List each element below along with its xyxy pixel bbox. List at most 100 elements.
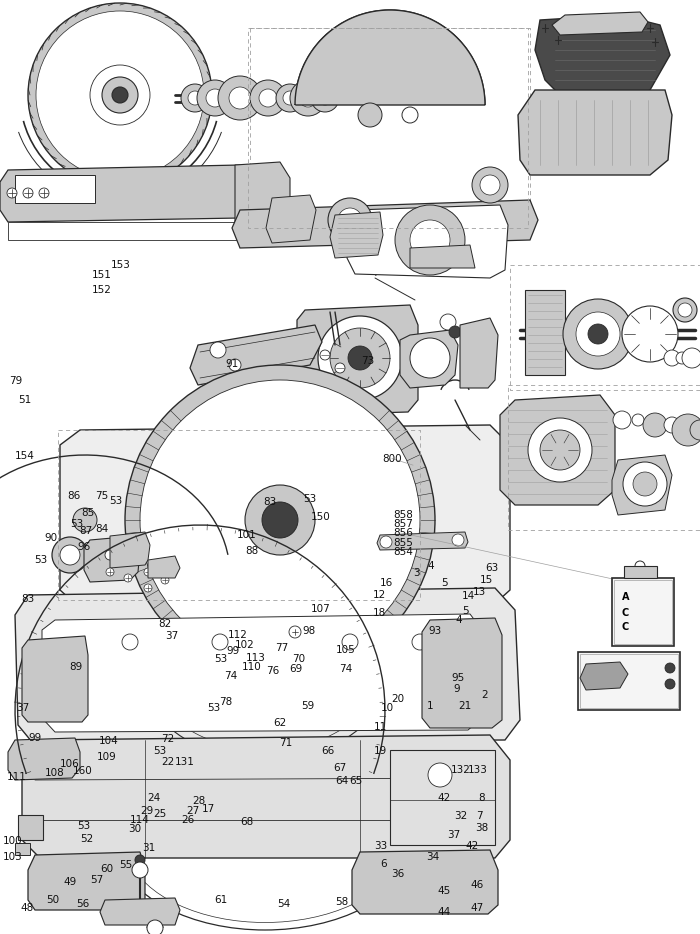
Circle shape xyxy=(311,84,339,112)
Polygon shape xyxy=(22,636,88,722)
Text: 131: 131 xyxy=(175,757,195,767)
Text: 62: 62 xyxy=(274,718,286,728)
Circle shape xyxy=(125,365,435,675)
Circle shape xyxy=(90,65,150,125)
Circle shape xyxy=(102,77,138,113)
Text: 73: 73 xyxy=(361,356,374,365)
Text: 34: 34 xyxy=(426,853,439,862)
Text: 60: 60 xyxy=(100,864,113,873)
Text: 78: 78 xyxy=(219,698,232,707)
Circle shape xyxy=(245,485,315,555)
Circle shape xyxy=(140,380,420,660)
Text: 800: 800 xyxy=(382,454,402,463)
Polygon shape xyxy=(60,425,510,608)
Polygon shape xyxy=(295,10,485,105)
Circle shape xyxy=(132,862,148,878)
Text: 20: 20 xyxy=(391,694,404,703)
Circle shape xyxy=(412,634,428,650)
Bar xyxy=(580,654,678,708)
Polygon shape xyxy=(552,12,648,35)
Polygon shape xyxy=(148,556,180,578)
Text: 98: 98 xyxy=(303,627,316,636)
Text: 27: 27 xyxy=(187,806,199,815)
Circle shape xyxy=(206,89,224,107)
Text: 87: 87 xyxy=(79,527,92,536)
Text: 48: 48 xyxy=(20,903,33,913)
Polygon shape xyxy=(580,662,628,690)
Circle shape xyxy=(673,298,697,322)
Circle shape xyxy=(395,205,465,275)
Text: 28: 28 xyxy=(193,797,205,806)
Polygon shape xyxy=(28,852,145,910)
Text: 133: 133 xyxy=(468,765,487,774)
Text: 106: 106 xyxy=(60,759,80,769)
Text: 54: 54 xyxy=(277,899,290,909)
Text: 37: 37 xyxy=(447,830,460,840)
Circle shape xyxy=(676,352,688,364)
Bar xyxy=(15,843,30,855)
Circle shape xyxy=(276,84,304,112)
Circle shape xyxy=(402,107,418,123)
Text: 49: 49 xyxy=(64,877,76,886)
Text: 17: 17 xyxy=(202,804,215,814)
Text: 110: 110 xyxy=(242,662,262,672)
Circle shape xyxy=(328,198,372,242)
Polygon shape xyxy=(400,330,458,388)
Circle shape xyxy=(181,84,209,112)
Polygon shape xyxy=(422,618,502,728)
Circle shape xyxy=(588,324,608,344)
Text: 33: 33 xyxy=(374,842,387,851)
Text: 99: 99 xyxy=(29,733,41,743)
Text: 16: 16 xyxy=(380,578,393,587)
Polygon shape xyxy=(22,735,510,858)
Text: 89: 89 xyxy=(69,662,82,672)
Text: 25: 25 xyxy=(153,810,166,819)
Circle shape xyxy=(678,303,692,317)
Text: 12: 12 xyxy=(373,590,386,600)
Circle shape xyxy=(452,534,464,546)
Circle shape xyxy=(262,502,298,538)
Circle shape xyxy=(23,188,33,198)
Text: 13: 13 xyxy=(473,587,486,597)
Circle shape xyxy=(147,920,163,934)
Text: 102: 102 xyxy=(235,641,255,650)
Circle shape xyxy=(348,346,372,370)
Text: 53: 53 xyxy=(153,746,166,756)
Circle shape xyxy=(299,89,317,107)
Text: 8: 8 xyxy=(478,793,485,802)
Polygon shape xyxy=(330,212,383,258)
Circle shape xyxy=(210,342,226,358)
Text: 83: 83 xyxy=(22,594,34,603)
Text: 15: 15 xyxy=(480,575,493,585)
Text: 53: 53 xyxy=(110,496,122,505)
Text: 18: 18 xyxy=(373,608,386,617)
Text: 4: 4 xyxy=(455,616,462,625)
Text: 38: 38 xyxy=(475,823,488,832)
Text: 151: 151 xyxy=(92,270,112,279)
Text: 152: 152 xyxy=(92,286,112,295)
Circle shape xyxy=(188,91,202,105)
Text: 26: 26 xyxy=(181,815,194,825)
Text: 24: 24 xyxy=(148,793,160,802)
Circle shape xyxy=(690,420,700,440)
Polygon shape xyxy=(235,162,290,228)
Text: 64: 64 xyxy=(335,776,348,785)
Text: 93: 93 xyxy=(429,627,442,636)
Text: 114: 114 xyxy=(130,815,150,825)
Circle shape xyxy=(218,76,262,120)
Circle shape xyxy=(472,167,508,203)
Bar xyxy=(578,652,680,710)
Circle shape xyxy=(144,584,152,592)
Polygon shape xyxy=(232,200,538,248)
Text: 30: 30 xyxy=(128,825,141,834)
Text: 21: 21 xyxy=(458,701,471,711)
Text: 66: 66 xyxy=(321,746,334,756)
Circle shape xyxy=(161,576,169,584)
Polygon shape xyxy=(377,532,468,550)
Text: 72: 72 xyxy=(162,734,174,743)
Text: 53: 53 xyxy=(303,494,316,503)
Text: C: C xyxy=(622,608,629,618)
Polygon shape xyxy=(84,536,140,582)
Text: 85: 85 xyxy=(82,508,94,517)
Circle shape xyxy=(73,508,97,532)
